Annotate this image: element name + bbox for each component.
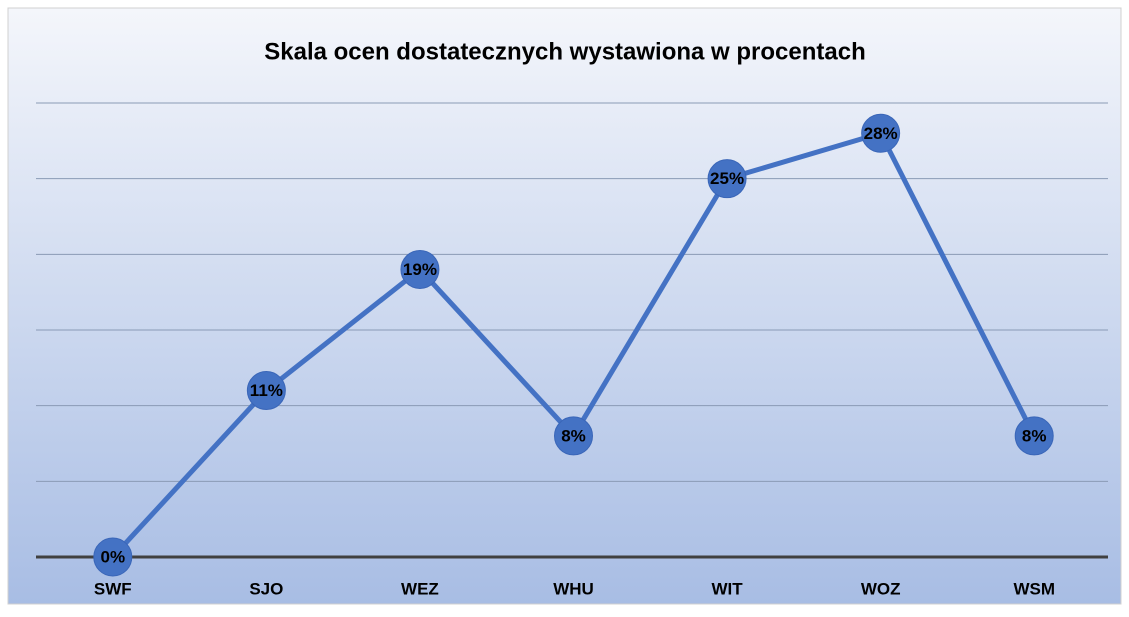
data-label: 11% xyxy=(250,381,283,400)
chart-title: Skala ocen dostatecznych wystawiona w pr… xyxy=(264,38,866,65)
data-label: 8% xyxy=(1022,426,1047,445)
marker xyxy=(93,537,133,577)
marker xyxy=(707,159,747,199)
marker xyxy=(246,371,286,411)
x-tick-label: WOZ xyxy=(861,579,901,598)
data-label: 25% xyxy=(710,169,744,188)
data-label: 28% xyxy=(864,124,898,143)
x-tick-label: SWF xyxy=(94,579,132,598)
data-label: 8% xyxy=(561,426,586,445)
x-tick-label: SJO xyxy=(249,579,283,598)
x-tick-label: WSM xyxy=(1013,579,1055,598)
marker xyxy=(554,416,593,456)
chart-background xyxy=(7,7,1122,605)
marker xyxy=(1014,416,1054,456)
x-tick-label: WIT xyxy=(711,579,743,598)
x-tick-label: WEZ xyxy=(401,579,439,598)
data-label: 19% xyxy=(403,260,437,279)
marker xyxy=(400,249,440,289)
data-label: 0% xyxy=(100,547,125,566)
marker xyxy=(861,113,901,153)
x-tick-label: WHU xyxy=(553,579,594,598)
